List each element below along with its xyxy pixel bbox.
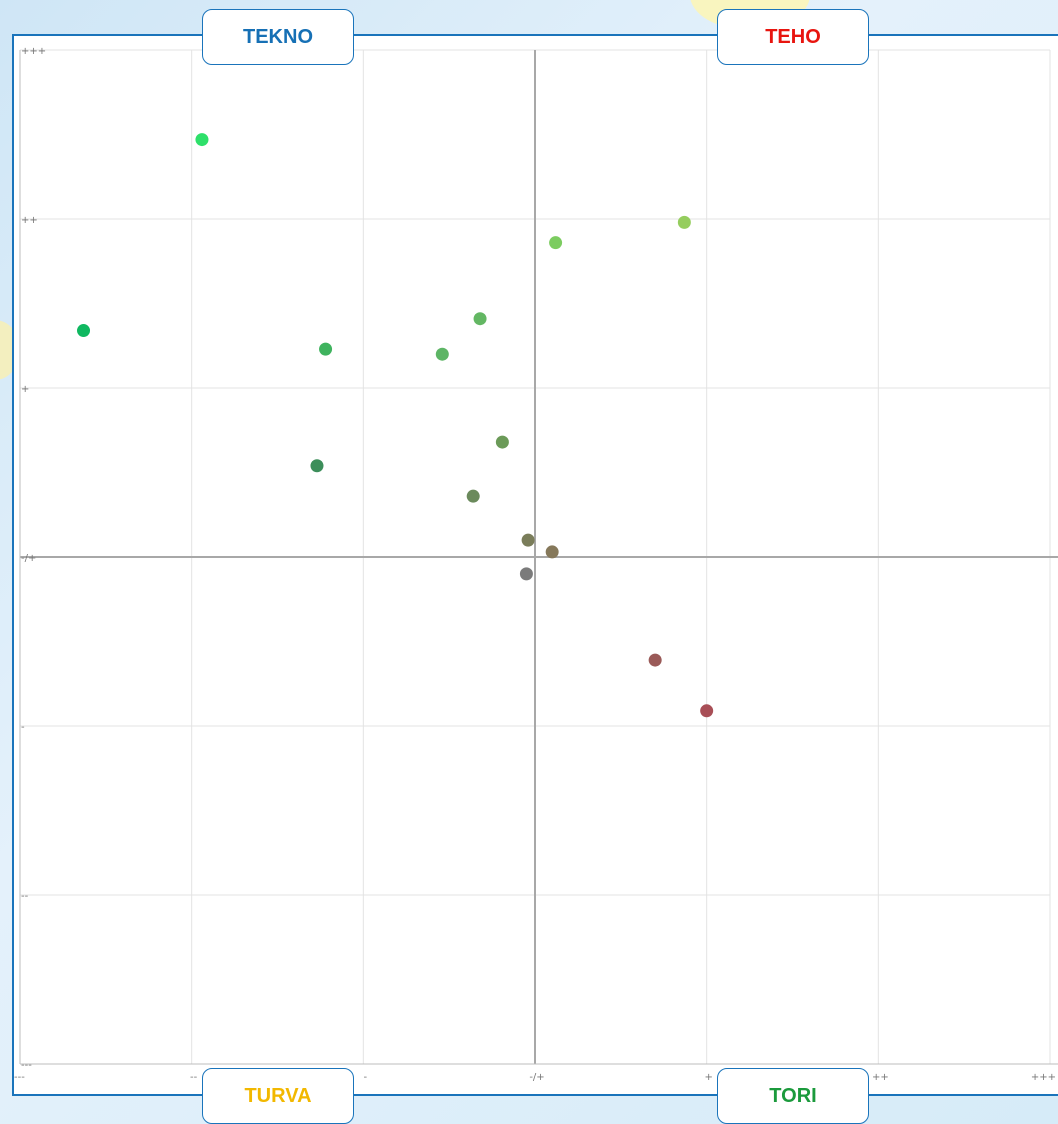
data-point [319, 343, 332, 356]
data-point [436, 348, 449, 361]
axes [20, 50, 1058, 1064]
x-tick-label: --- [14, 1072, 25, 1083]
y-tick-label: - [21, 722, 25, 733]
data-point [474, 312, 487, 325]
quadrant-label-turva: TURVA [202, 1068, 354, 1124]
data-point [77, 324, 90, 337]
data-point [520, 567, 533, 580]
data-point [549, 236, 562, 249]
y-tick-label: +++ [21, 46, 46, 57]
x-tick-label: ++ [872, 1072, 889, 1083]
data-point [700, 704, 713, 717]
x-tick-label: + [704, 1072, 712, 1083]
y-tick-label: -- [21, 891, 29, 902]
x-tick-label: - [364, 1072, 368, 1083]
quadrant-label-tori: TORI [717, 1068, 869, 1124]
x-tick-label: -- [190, 1072, 198, 1083]
data-point [522, 534, 535, 547]
quadrant-label-teho: TEHO [717, 9, 869, 65]
data-point [546, 545, 559, 558]
data-point [195, 133, 208, 146]
data-point [310, 459, 323, 472]
x-tick-label: +++ [1031, 1072, 1056, 1083]
data-point [496, 436, 509, 449]
y-tick-label: --- [21, 1060, 32, 1071]
quadrant-label-tekno: TEKNO [202, 9, 354, 65]
data-point [649, 654, 662, 667]
data-points [77, 133, 713, 717]
y-tick-label: + [21, 384, 29, 395]
y-tick-label: -/+ [21, 553, 36, 564]
x-tick-label: -/+ [529, 1072, 544, 1083]
y-tick-label: ++ [21, 215, 38, 226]
data-point [678, 216, 691, 229]
data-point [467, 490, 480, 503]
